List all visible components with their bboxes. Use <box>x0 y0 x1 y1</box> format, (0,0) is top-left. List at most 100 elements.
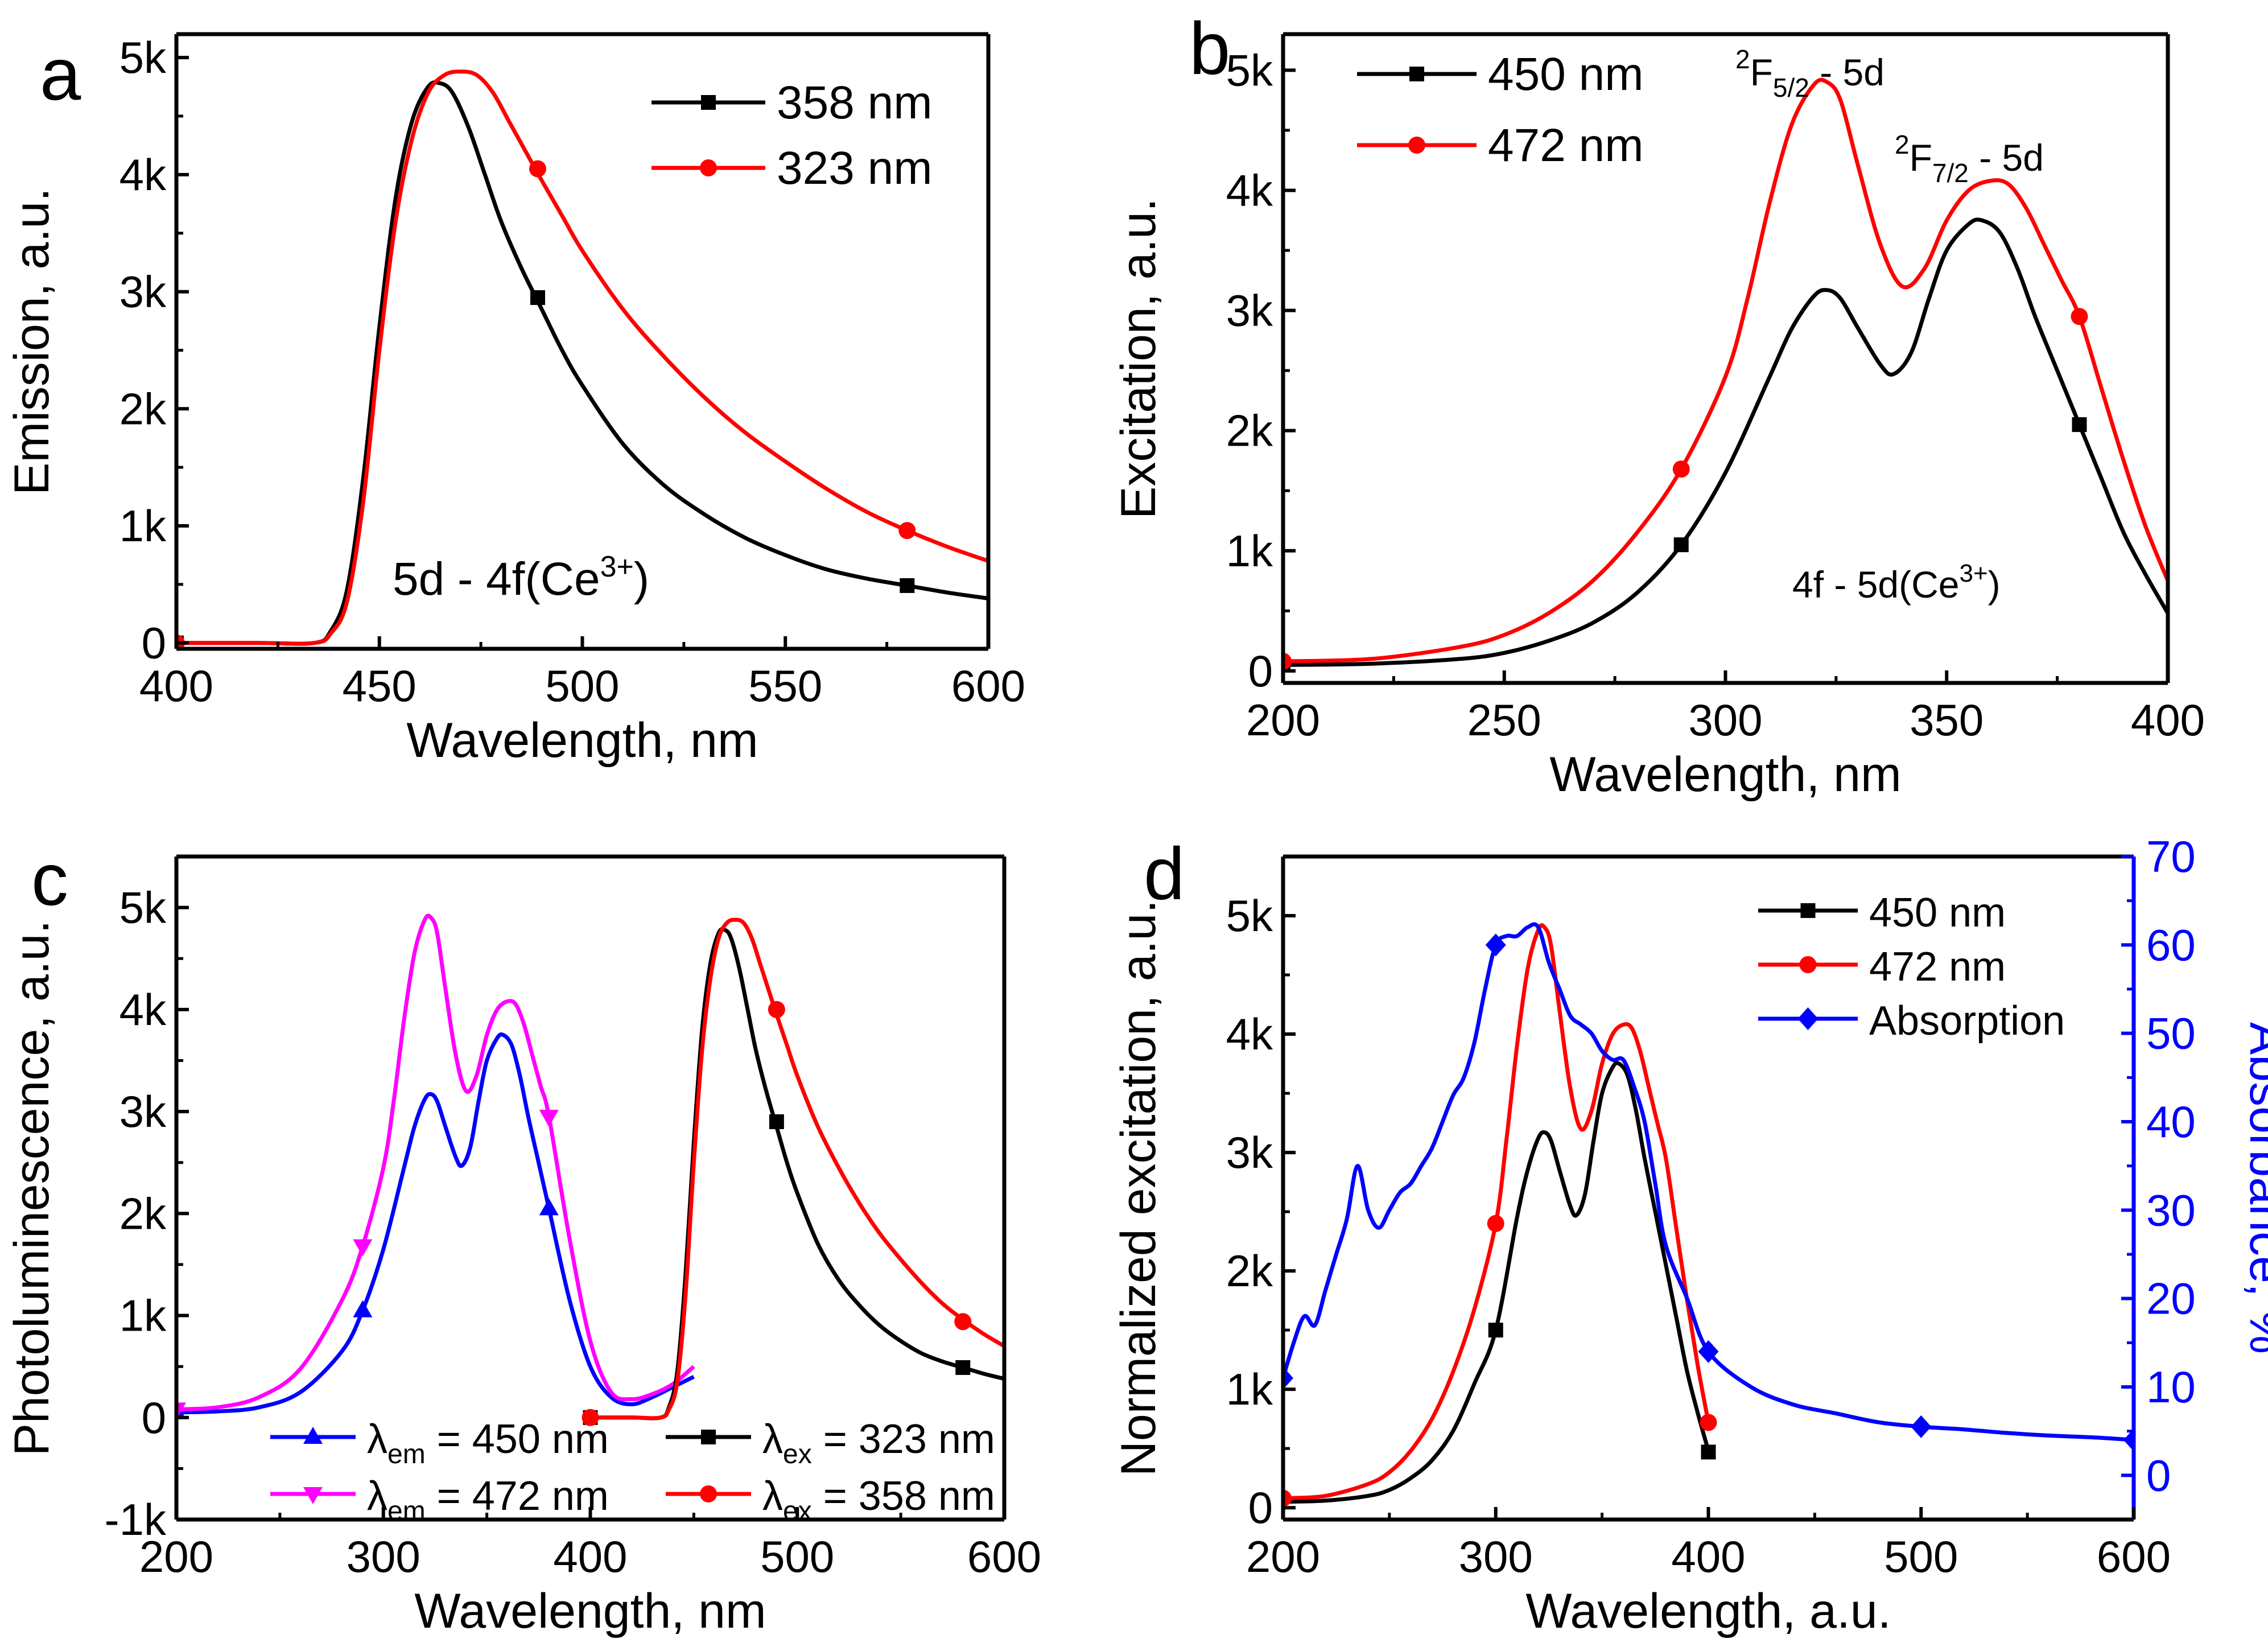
legend-a-1-label: 323 nm <box>777 142 933 194</box>
annotation-a: 5d - 4f(Ce3+) <box>393 550 649 605</box>
y-tick-label-d-5: 5k <box>1226 891 1273 941</box>
series-point-c-0-2 <box>539 1198 559 1216</box>
series-point-d-1-0 <box>1283 1489 1292 1507</box>
series-point-a-1-2 <box>898 522 916 540</box>
y2-tick-label-d-4: 40 <box>2146 1097 2196 1147</box>
series-point-a-0-1 <box>530 290 546 305</box>
series-c-1 <box>176 913 695 1420</box>
x-tick-label-c-4: 600 <box>967 1531 1041 1582</box>
annotation-b-1: 2F7/2 - 5d <box>1895 130 2044 188</box>
legend-b-1-label: 472 nm <box>1488 120 1644 171</box>
series-point-b-1-0 <box>1283 653 1292 670</box>
y-tick-label-d-1: 1k <box>1226 1364 1273 1414</box>
legend-b-0-marker <box>1409 67 1424 81</box>
y-tick-label-c-3: 2k <box>119 1188 167 1238</box>
y2-tick-label-d-2: 20 <box>2146 1274 2196 1324</box>
annotation-b-0: 2F5/2 - 5d <box>1735 44 1884 102</box>
y-tick-label-d-0: 0 <box>1248 1483 1273 1533</box>
x-tick-label-c-3: 500 <box>760 1531 834 1582</box>
y-tick-label-c-2: 1k <box>119 1291 167 1341</box>
y-tick-label-b-0: 0 <box>1248 646 1273 696</box>
series-point-d-2-4 <box>2123 1428 2134 1452</box>
y-tick-label-a-3: 3k <box>119 267 167 317</box>
series-line-d-0 <box>1283 1061 1710 1504</box>
series-b-1 <box>1283 77 2168 670</box>
series-point-b-1-2 <box>2071 308 2088 326</box>
y-axis-label-d: Normalized excitation, a.u. <box>1111 900 1166 1476</box>
x-tick-label-c-1: 300 <box>347 1531 420 1582</box>
legend-c-3-label: λex = 358 nm <box>762 1473 995 1526</box>
series-point-d-2-2 <box>1698 1340 1719 1363</box>
legend-d-0-marker <box>1800 903 1816 918</box>
x-tick-label-b-1: 250 <box>1467 695 1541 745</box>
series-point-b-0-1 <box>1673 537 1689 553</box>
series-point-a-0-2 <box>900 578 915 593</box>
y-axis-label-b: Excitation, a.u. <box>1111 198 1166 519</box>
series-point-d-2-0 <box>1283 1366 1293 1390</box>
x-axis-label-b: Wavelength, nm <box>1549 747 1901 802</box>
panel-d: 200 300 400 500 600 0 1k 2k 3k 4k 5k 0 10 20 30 40 50 60 7… <box>1111 831 2268 1638</box>
series-point-c-2-1 <box>769 1114 784 1129</box>
legend-c-2-marker <box>701 1430 716 1444</box>
legend-b-0-label: 450 nm <box>1488 48 1644 100</box>
y-tick-label-a-4: 4k <box>119 150 167 200</box>
legend-a-0-marker <box>701 95 716 110</box>
y-tick-label-c-5: 4k <box>119 985 167 1035</box>
series-c-3 <box>582 917 1004 1426</box>
panel-letter-b: b <box>1189 7 1230 90</box>
y-tick-label-b-5: 5k <box>1226 45 1273 95</box>
y2-tick-label-d-1: 10 <box>2146 1362 2196 1412</box>
y-tick-label-c-0: -1k <box>105 1494 167 1545</box>
legend-d-2-label: Absorption <box>1869 998 2065 1044</box>
series-line-b-1 <box>1283 77 2168 664</box>
series-point-c-1-0 <box>176 1402 186 1420</box>
series-line-a-0 <box>176 80 988 646</box>
x-tick-label-a-0: 400 <box>139 661 213 711</box>
y-tick-label-b-1: 1k <box>1226 526 1273 576</box>
y-tick-label-b-3: 3k <box>1226 286 1273 336</box>
y-tick-label-d-2: 2k <box>1226 1246 1273 1296</box>
series-point-b-1-1 <box>1672 460 1690 478</box>
series-line-d-2 <box>1283 922 2134 1442</box>
legend-a-1-marker <box>700 159 717 176</box>
legend-c-3-marker <box>700 1485 717 1502</box>
x-tick-label-b-0: 200 <box>1246 695 1320 745</box>
annotation-b-2: 4f - 5d(Ce3+) <box>1792 559 2001 606</box>
x-tick-label-b-3: 350 <box>1910 695 1984 745</box>
series-point-d-0-0 <box>1488 1323 1503 1338</box>
y2-tick-label-d-7: 70 <box>2146 831 2196 882</box>
panel-b: 200 250 300 350 400 0 1k 2k 3k 4k 5k Wavelength, nm… <box>1111 7 2205 802</box>
series-point-b-0-2 <box>2072 417 2087 433</box>
y-tick-label-b-4: 4k <box>1226 165 1273 215</box>
panel-letter-d: d <box>1144 832 1185 915</box>
x-tick-label-d-3: 500 <box>1884 1531 1958 1582</box>
legend-c-1-label: λem = 472 nm <box>367 1473 609 1526</box>
series-point-c-1-2 <box>539 1110 559 1127</box>
x-axis-label-a: Wavelength, nm <box>406 713 758 768</box>
legend-c-0-marker <box>303 1427 323 1444</box>
legend-c-1-marker <box>303 1487 323 1504</box>
y-axis-label-a: Emission, a.u. <box>5 188 59 495</box>
legend-d-0-label: 450 nm <box>1869 890 2006 936</box>
legend-d-2-marker <box>1797 1007 1818 1030</box>
series-line-a-1 <box>176 69 988 646</box>
panel-c: 200 300 400 500 600 -1k 0 1k 2k 3k 4k 5k Wavelength,… <box>5 838 1041 1638</box>
series-point-d-2-1 <box>1485 933 1506 957</box>
x-tick-label-a-2: 500 <box>545 661 619 711</box>
y-tick-label-c-4: 3k <box>119 1086 167 1137</box>
series-line-c-3 <box>590 917 1004 1421</box>
y-tick-label-b-2: 2k <box>1226 406 1273 456</box>
x-tick-label-d-1: 300 <box>1459 1531 1533 1582</box>
y-tick-label-a-5: 5k <box>119 32 167 83</box>
x-tick-label-d-2: 400 <box>1671 1531 1745 1582</box>
series-d-2 <box>1283 922 2134 1452</box>
legend-a-0-label: 358 nm <box>777 77 933 129</box>
x-tick-label-d-0: 200 <box>1246 1531 1320 1582</box>
y2-tick-label-d-3: 30 <box>2146 1185 2196 1235</box>
x-tick-label-a-3: 550 <box>748 661 822 711</box>
x-axis-label-d: Wavelength, a.u. <box>1525 1584 1891 1638</box>
series-point-c-3-0 <box>582 1409 599 1426</box>
y-tick-label-c-6: 5k <box>119 883 167 933</box>
